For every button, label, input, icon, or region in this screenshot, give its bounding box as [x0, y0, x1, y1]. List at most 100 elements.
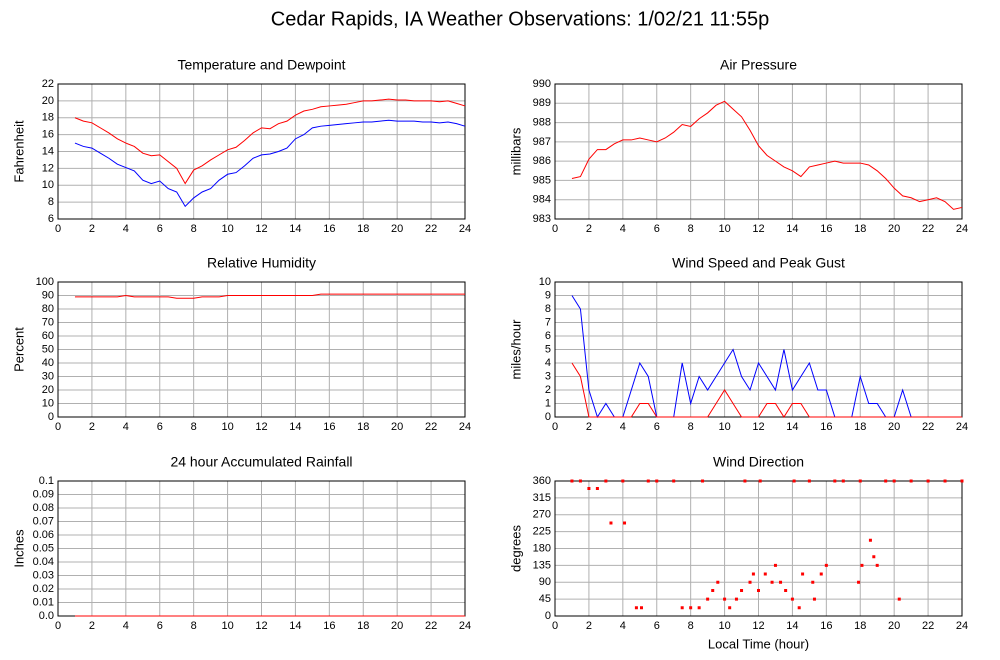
y-tick-label: 5 [545, 343, 551, 355]
y-tick-label: 315 [533, 492, 551, 504]
x-tick-label: 18 [357, 223, 369, 235]
x-tick-label: 0 [55, 620, 61, 632]
y-tick-label: 985 [533, 174, 551, 186]
x-tick-label: 2 [586, 620, 592, 632]
x-tick-label: 10 [221, 223, 233, 235]
y-tick-label: 20 [42, 384, 54, 396]
data-point [757, 589, 760, 592]
x-tick-label: 0 [55, 223, 61, 235]
data-line [571, 362, 962, 418]
x-tick-label: 14 [786, 223, 798, 235]
y-tick-label: 1 [545, 397, 551, 409]
data-point [763, 572, 767, 576]
y-tick-label: 2 [545, 384, 551, 396]
y-tick-label: 135 [533, 559, 551, 571]
x-tick-label: 0 [552, 620, 558, 632]
x-tick-label: 6 [654, 620, 660, 632]
data-point [790, 597, 794, 601]
data-point [728, 606, 732, 610]
plot-frame [554, 83, 963, 220]
y-tick-label: 0 [545, 411, 551, 423]
x-tick-label: 4 [620, 223, 626, 235]
x-tick-label: 8 [688, 223, 694, 235]
x-tick-label: 4 [123, 421, 129, 433]
x-tick-label: 20 [391, 620, 403, 632]
y-tick-label: 0.04 [33, 556, 54, 568]
x-tick-label: 6 [654, 223, 660, 235]
data-point [634, 606, 638, 610]
y-tick-label: 9 [545, 289, 551, 301]
x-tick-label: 2 [586, 421, 592, 433]
data-point [824, 563, 828, 567]
y-axis-label: degrees [508, 525, 523, 572]
x-tick-label: 22 [425, 421, 437, 433]
panel-title: Air Pressure [720, 57, 797, 73]
x-tick-label: 18 [854, 620, 866, 632]
y-axis-label: miles/hour [508, 319, 523, 380]
data-point [595, 487, 599, 490]
y-tick-label: 180 [533, 542, 551, 554]
x-tick-label: 8 [688, 421, 694, 433]
y-tick-label: 8 [48, 196, 54, 208]
data-point [751, 572, 755, 576]
y-tick-label: 0.1 [39, 475, 54, 487]
data-point [621, 479, 625, 483]
x-tick-label: 18 [357, 421, 369, 433]
y-tick-label: 0.06 [33, 529, 54, 541]
x-tick-label: 18 [854, 223, 866, 235]
x-tick-label: 12 [752, 223, 764, 235]
y-tick-label: 14 [42, 145, 54, 157]
x-tick-label: 8 [191, 421, 197, 433]
data-point [680, 606, 684, 610]
x-tick-label: 4 [123, 620, 129, 632]
data-point [872, 555, 876, 559]
data-point [784, 589, 788, 592]
x-tick-label: 14 [289, 223, 301, 235]
y-tick-label: 100 [36, 276, 54, 288]
y-tick-label: 10 [539, 276, 551, 288]
data-point [701, 479, 705, 483]
y-tick-label: 70 [42, 316, 54, 328]
data-point [779, 580, 783, 584]
data-point [740, 589, 744, 592]
y-tick-label: 6 [48, 213, 54, 225]
data-point [858, 479, 862, 483]
y-tick-label: 0.03 [33, 569, 54, 581]
x-tick-label: 24 [956, 421, 968, 433]
x-tick-label: 16 [820, 223, 832, 235]
x-tick-label: 12 [752, 421, 764, 433]
data-point [711, 589, 715, 592]
x-tick-label: 24 [459, 620, 471, 632]
data-line [74, 98, 466, 185]
data-point [811, 580, 815, 584]
panel-title: Relative Humidity [207, 255, 316, 271]
y-tick-label: 6 [545, 330, 551, 342]
x-tick-label: 22 [922, 223, 934, 235]
x-tick-label: 18 [357, 620, 369, 632]
y-tick-label: 20 [42, 95, 54, 107]
x-tick-label: 4 [620, 620, 626, 632]
data-point [706, 597, 710, 601]
y-tick-label: 988 [533, 116, 551, 128]
y-tick-label: 4 [545, 357, 551, 369]
data-point [587, 487, 591, 490]
x-tick-label: 6 [157, 620, 163, 632]
x-tick-label: 24 [459, 223, 471, 235]
x-tick-label: 14 [289, 421, 301, 433]
panel-title: Wind Speed and Peak Gust [672, 255, 845, 271]
y-tick-label: 0.05 [33, 542, 54, 554]
data-point [609, 521, 613, 525]
data-point [639, 606, 643, 610]
x-tick-label: 22 [425, 620, 437, 632]
x-tick-label: 20 [391, 223, 403, 235]
y-tick-label: 7 [545, 316, 551, 328]
y-tick-label: 990 [533, 78, 551, 90]
x-tick-label: 22 [922, 620, 934, 632]
page-title: Cedar Rapids, IA Weather Observations: 1… [271, 8, 769, 30]
data-point [770, 580, 774, 584]
x-tick-label: 16 [820, 620, 832, 632]
y-tick-label: 984 [533, 194, 551, 206]
x-tick-label: 14 [786, 421, 798, 433]
data-point [655, 479, 659, 483]
